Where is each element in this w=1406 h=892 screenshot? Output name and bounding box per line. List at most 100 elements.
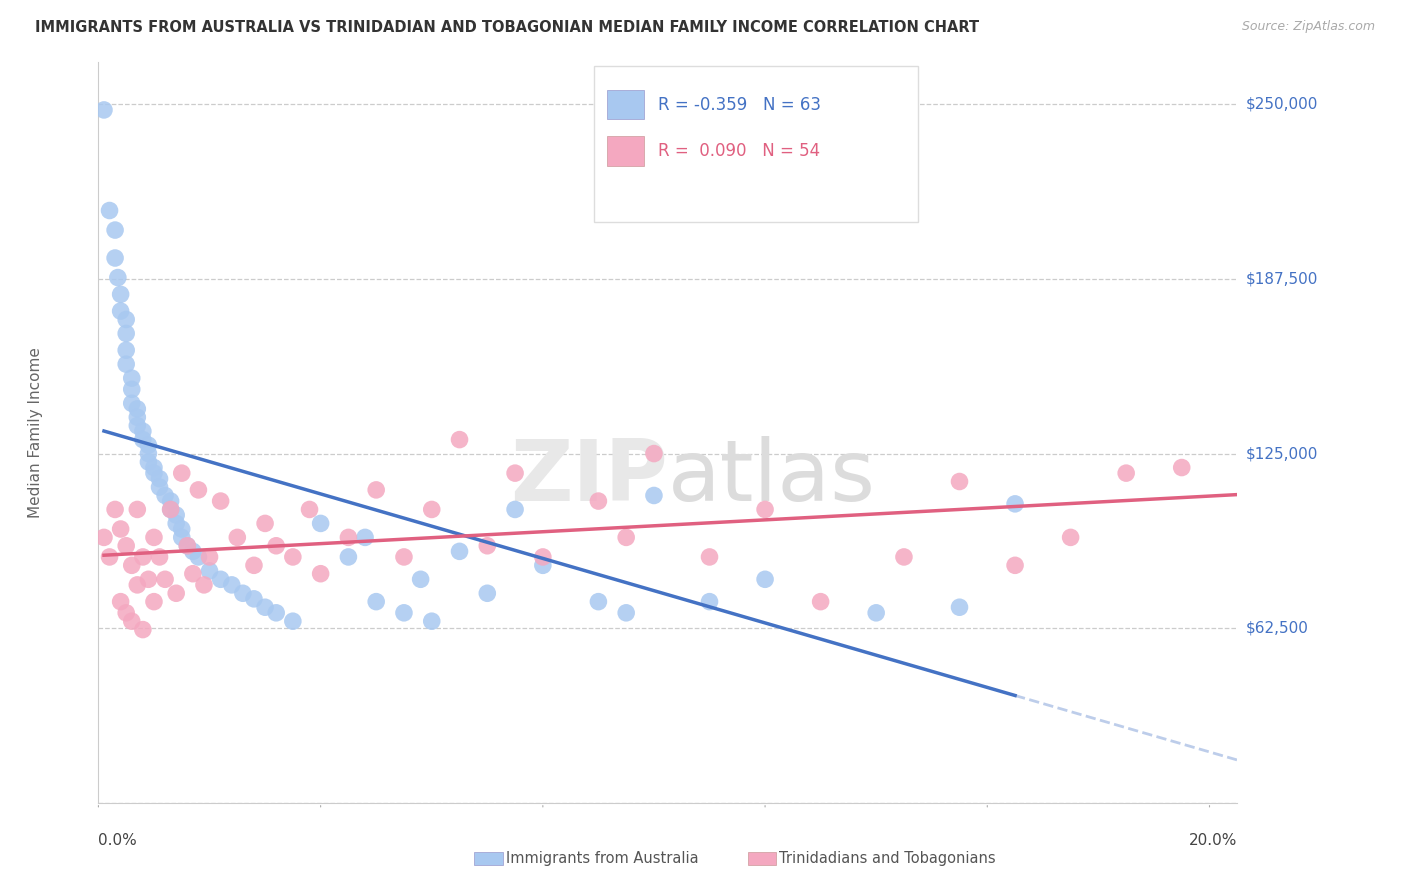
Point: [198, 549, 221, 564]
Point: [865, 606, 887, 620]
Point: [254, 600, 277, 615]
Point: [477, 586, 499, 600]
Point: [810, 594, 832, 608]
Point: [110, 287, 132, 301]
Point: [110, 304, 132, 318]
Point: [138, 446, 160, 460]
Point: [243, 591, 266, 606]
Text: Median Family Income: Median Family Income: [28, 347, 44, 518]
Point: [138, 572, 160, 586]
Point: [127, 502, 149, 516]
Bar: [607, 136, 644, 166]
Point: [93, 103, 115, 117]
Point: [98, 549, 121, 564]
Point: [148, 472, 170, 486]
Point: [614, 606, 637, 620]
Text: Trinidadians and Tobagonians: Trinidadians and Tobagonians: [779, 851, 995, 866]
Point: [115, 606, 138, 620]
Point: [1115, 466, 1137, 480]
Point: [209, 494, 232, 508]
Text: $62,500: $62,500: [1246, 621, 1309, 636]
Point: [132, 433, 155, 447]
Point: [198, 564, 221, 578]
Text: R = -0.359   N = 63: R = -0.359 N = 63: [658, 95, 821, 113]
Point: [121, 371, 143, 385]
Point: [176, 539, 198, 553]
Point: [337, 549, 360, 564]
Point: [643, 488, 665, 502]
Point: [115, 357, 138, 371]
Point: [187, 549, 209, 564]
Point: [754, 572, 776, 586]
Point: [115, 312, 138, 326]
Point: [187, 483, 209, 497]
Text: IMMIGRANTS FROM AUSTRALIA VS TRINIDADIAN AND TOBAGONIAN MEDIAN FAMILY INCOME COR: IMMIGRANTS FROM AUSTRALIA VS TRINIDADIAN…: [35, 20, 979, 35]
Point: [138, 438, 160, 452]
Point: [148, 549, 170, 564]
Point: [121, 382, 143, 396]
Text: $125,000: $125,000: [1246, 446, 1317, 461]
Point: [588, 594, 610, 608]
Point: [281, 549, 304, 564]
Point: [226, 530, 249, 544]
Point: [121, 558, 143, 573]
Point: [127, 578, 149, 592]
Point: [392, 549, 415, 564]
Point: [115, 343, 138, 358]
Point: [948, 475, 970, 489]
Point: [127, 418, 149, 433]
Point: [1004, 497, 1026, 511]
Point: [170, 466, 193, 480]
Point: [181, 544, 204, 558]
Point: [110, 522, 132, 536]
Point: [298, 502, 321, 516]
Point: [337, 530, 360, 544]
Point: [893, 549, 915, 564]
Point: [143, 594, 166, 608]
Text: R =  0.090   N = 54: R = 0.090 N = 54: [658, 143, 820, 161]
Point: [132, 623, 155, 637]
Point: [1170, 460, 1192, 475]
Point: [503, 502, 526, 516]
Point: [132, 549, 155, 564]
Text: Source: ZipAtlas.com: Source: ZipAtlas.com: [1241, 20, 1375, 33]
Point: [104, 223, 127, 237]
Point: [254, 516, 277, 531]
Point: [449, 544, 471, 558]
Point: [354, 530, 377, 544]
Point: [153, 488, 176, 502]
Point: [503, 466, 526, 480]
Point: [165, 508, 187, 522]
Point: [948, 600, 970, 615]
Point: [309, 566, 332, 581]
Point: [193, 578, 215, 592]
Point: [1004, 558, 1026, 573]
Point: [264, 606, 287, 620]
Point: [143, 460, 166, 475]
Point: [232, 586, 254, 600]
Point: [159, 494, 181, 508]
Point: [159, 502, 181, 516]
Point: [477, 539, 499, 553]
Point: [98, 203, 121, 218]
Point: [531, 558, 554, 573]
Text: ZIP: ZIP: [510, 435, 668, 518]
Text: 20.0%: 20.0%: [1189, 833, 1237, 848]
Point: [132, 424, 155, 438]
Text: atlas: atlas: [668, 435, 876, 518]
Point: [531, 549, 554, 564]
Bar: [607, 90, 644, 120]
Bar: [474, 852, 503, 865]
Point: [143, 466, 166, 480]
Point: [148, 480, 170, 494]
Point: [264, 539, 287, 553]
Point: [409, 572, 432, 586]
Point: [366, 594, 388, 608]
Point: [392, 606, 415, 620]
Point: [159, 502, 181, 516]
Point: [209, 572, 232, 586]
Point: [643, 446, 665, 460]
Point: [366, 483, 388, 497]
Point: [165, 516, 187, 531]
Point: [93, 530, 115, 544]
